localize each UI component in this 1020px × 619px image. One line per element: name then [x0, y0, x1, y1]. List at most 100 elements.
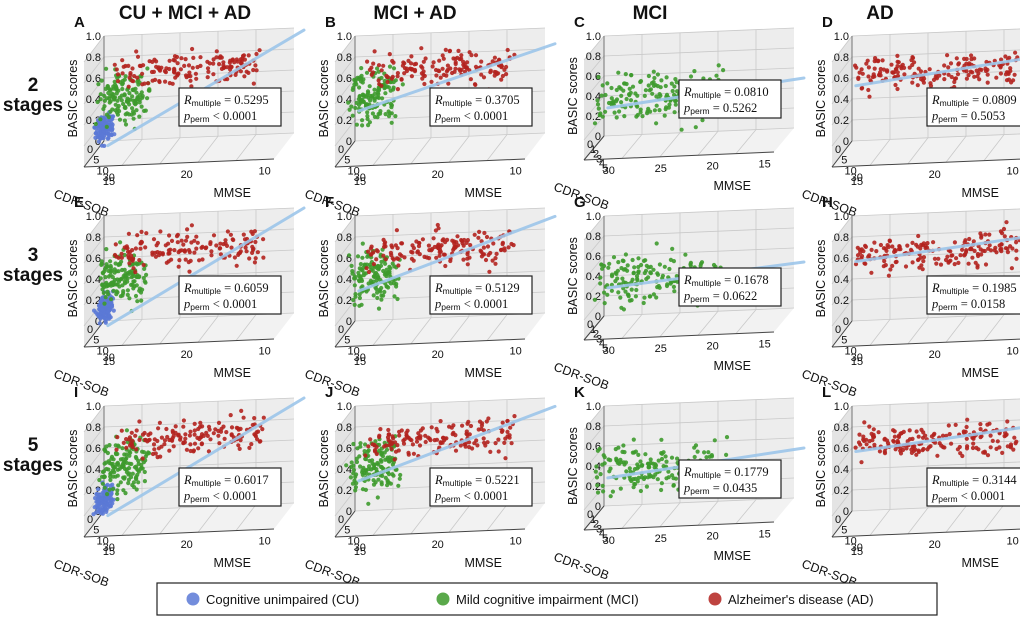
row-title-number: 5: [28, 435, 39, 456]
scatter-point-AD: [903, 264, 909, 269]
scatter-point-MCI: [389, 111, 394, 116]
scatter-point-AD: [958, 253, 963, 258]
scatter-point-MCI: [139, 104, 144, 109]
scatter-point-AD: [950, 253, 955, 258]
scatter-point-AD: [152, 447, 157, 452]
scatter-point-AD: [395, 246, 400, 251]
scatter-point-MCI: [666, 469, 671, 474]
p-subscript: perm: [441, 302, 460, 312]
scatter-point-AD: [131, 79, 136, 84]
scatter-point-AD: [485, 244, 491, 249]
scatter-point-AD: [440, 53, 445, 58]
cdr-tick-label: 0: [87, 324, 93, 336]
scatter-point-AD: [382, 244, 387, 249]
scatter-point-AD: [150, 59, 155, 64]
scatter-point-AD: [964, 424, 969, 430]
cdr-axis-line: [334, 510, 356, 538]
scatter-point-AD: [981, 450, 986, 455]
scatter-point-MCI: [360, 123, 365, 128]
scatter-point-MCI: [611, 99, 616, 104]
scatter-point-AD: [945, 254, 950, 259]
scatter-point-AD: [500, 73, 505, 79]
scatter-point-AD: [899, 66, 904, 71]
scatter-point-AD: [1006, 77, 1012, 82]
scatter-point-AD: [387, 443, 392, 448]
scatter-point-MCI: [137, 100, 142, 105]
scatter-point-AD: [465, 60, 470, 65]
scatter-point-AD: [880, 58, 885, 63]
scatter-point-MCI: [133, 86, 138, 91]
scatter-point-AD: [254, 51, 259, 57]
scatter-point-AD: [874, 249, 879, 254]
scatter-point-AD: [190, 65, 195, 70]
r-subscript: multiple: [692, 470, 722, 480]
cdr-axis-line: [831, 320, 853, 348]
scatter-point-AD: [406, 450, 411, 455]
scatter-point-AD: [162, 69, 167, 74]
scatter-points: [347, 222, 516, 311]
scatter-point-MCI: [349, 464, 354, 470]
scatter-point-MCI: [621, 88, 626, 93]
scatter-point-AD: [971, 239, 976, 244]
scatter-point-AD: [241, 232, 246, 237]
scatter-point-CU: [102, 316, 107, 321]
stats-box: [178, 87, 282, 127]
scatter-point-AD: [129, 430, 134, 435]
stats-box: [429, 467, 533, 507]
scatter-point-AD: [861, 434, 866, 439]
scatter-point-AD: [138, 63, 143, 69]
scatter-point-CU: [106, 131, 111, 137]
scatter-point-MCI: [648, 294, 653, 299]
cdr-tick-label: 5: [93, 335, 99, 347]
r-multiple-stat: Rmultiple = 0.6017: [183, 473, 269, 488]
scatter-point-AD: [952, 262, 957, 267]
scatter-point-AD: [506, 245, 511, 250]
scatter-point-AD: [123, 63, 128, 69]
scatter-point-MCI: [654, 94, 659, 99]
p-symbol: p: [183, 489, 190, 503]
scatter-point-MCI: [657, 285, 662, 290]
scatter-point-AD: [998, 71, 1004, 76]
scatter-point-CU: [99, 507, 104, 512]
basic-tick-label: 0.4: [86, 274, 101, 286]
scatter-point-MCI: [621, 307, 627, 312]
scatter-point-MCI: [134, 466, 139, 471]
gridline: [448, 505, 470, 533]
scatter-point-MCI: [124, 99, 129, 104]
scatter-point-AD: [479, 72, 484, 77]
scatter-point-MCI: [400, 82, 405, 87]
cdr-tick-label: 5: [841, 525, 847, 537]
scatter-point-AD: [867, 94, 872, 99]
scatter-point-MCI: [350, 113, 355, 118]
gridline: [945, 315, 967, 343]
scatter-point-AD: [998, 65, 1003, 70]
scatter-point-AD: [966, 261, 971, 266]
scatter-point-AD: [921, 430, 926, 435]
mmse-axis-line: [83, 158, 275, 168]
scatter-point-CU: [111, 308, 116, 313]
scatter-point-MCI: [352, 274, 357, 279]
p-subscript: perm: [190, 302, 209, 312]
scatter-point-MCI: [375, 495, 380, 500]
scatter-point-AD: [488, 70, 493, 75]
scatter-point-MCI: [391, 87, 396, 92]
r-value: = 0.6017: [221, 473, 269, 487]
scatter-point-MCI: [134, 283, 139, 288]
scatter-point-MCI: [640, 114, 645, 119]
basic-tick-label: 0: [346, 316, 352, 328]
scatter-point-AD: [390, 58, 395, 64]
basic-tick-label: 0.6: [86, 253, 101, 265]
cdr-axis-line: [583, 505, 605, 531]
scatter-point-AD: [957, 444, 962, 450]
scatter-point-AD: [942, 77, 947, 82]
scatter-point-MCI: [102, 301, 107, 306]
gridline: [83, 98, 105, 126]
scatter-point-CU: [99, 143, 105, 148]
scatter-point-MCI: [127, 471, 132, 476]
p-symbol: p: [931, 489, 938, 503]
scatter-point-MCI: [593, 469, 598, 474]
scatter-point-MCI: [666, 475, 671, 480]
scatter-point-AD: [172, 58, 177, 63]
scatter-point-AD: [138, 246, 143, 251]
